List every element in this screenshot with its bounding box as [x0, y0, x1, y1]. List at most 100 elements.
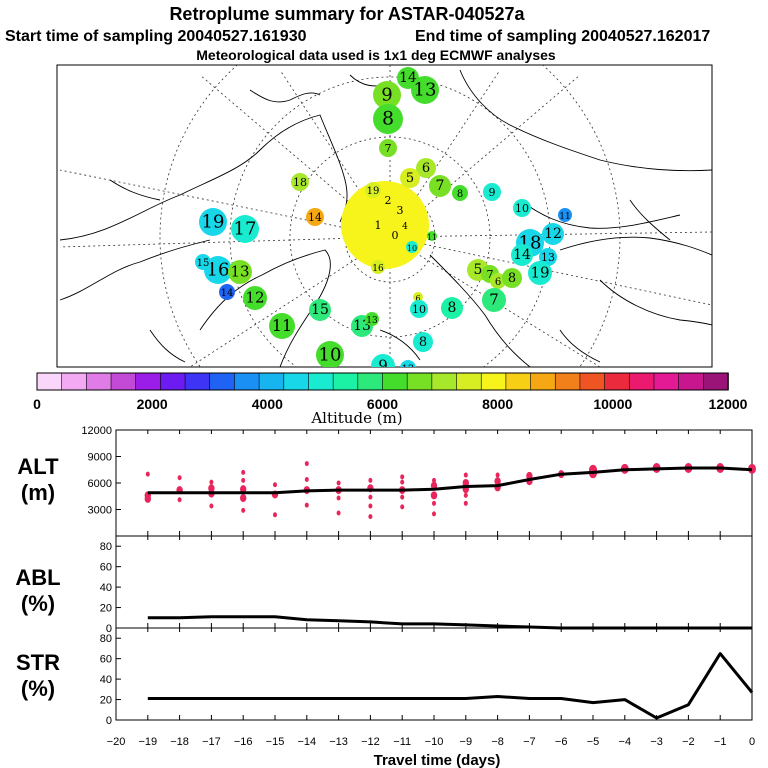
trajectory-cluster: 7: [482, 288, 506, 312]
series-line: [147, 652, 754, 720]
y-tick-label: 40: [100, 674, 112, 686]
altitude-distribution-point: [304, 476, 309, 482]
colorbar-cell: [554, 372, 581, 391]
colorbar-cell: [332, 372, 359, 391]
colorbar-cell: [110, 372, 137, 391]
cluster-label: 7: [385, 142, 392, 155]
altitude-distribution-point: [336, 495, 341, 501]
colorbar-ticks: 0 2000 4000 6000 8000 10000 12000: [33, 396, 748, 412]
y-tick-label: 80: [100, 633, 112, 645]
altitude-distribution-point: [273, 482, 277, 488]
x-tick-label: −15: [266, 736, 285, 748]
y-tick-label: 6000: [88, 478, 112, 490]
colorbar-cell: [86, 372, 112, 391]
cluster-label: 0: [392, 229, 399, 242]
x-tick-label: −7: [523, 736, 536, 748]
altitude-distribution-point: [304, 502, 309, 508]
cluster-label: 14: [308, 211, 322, 224]
x-tick-label: −2: [682, 736, 695, 748]
altitude-distribution-point: [209, 503, 214, 509]
cluster-label: 14: [399, 70, 417, 86]
cluster-label: 17: [234, 218, 257, 239]
y-tick-label: 80: [100, 541, 112, 553]
cluster-label: 8: [508, 271, 516, 286]
x-tick-label: −12: [361, 736, 380, 748]
colorbar-cell: [382, 372, 408, 391]
cluster-label: 10: [407, 244, 417, 253]
y-tick-label: 20: [100, 603, 112, 615]
colorbar-label: Altitude (m): [310, 409, 402, 427]
altitude-distribution-point: [368, 494, 373, 500]
cluster-label: 11: [272, 316, 292, 335]
altitude-distribution-point: [273, 512, 277, 518]
x-tick-label: −13: [329, 736, 348, 748]
cluster-label: 14: [221, 288, 234, 299]
x-tick-label: −16: [234, 736, 253, 748]
colorbar-cell: [135, 372, 162, 391]
colorbar-cell: [456, 372, 483, 391]
y-tick-label: 3000: [88, 505, 112, 517]
colorbar-tick-label: 8000: [482, 396, 513, 412]
trajectory-cluster: 9: [371, 354, 395, 367]
colorbar-tick-label: 2000: [137, 396, 168, 412]
altitude-distribution-point: [432, 500, 436, 506]
trajectory-cluster: 8: [373, 104, 403, 134]
trajectory-cluster: 8: [502, 268, 522, 288]
x-tick-label: −9: [460, 736, 473, 748]
altitude-distribution-point: [240, 485, 247, 494]
colorbar-cell: [628, 372, 655, 391]
x-tick-label: −3: [650, 736, 663, 748]
cluster-label: 9: [489, 186, 496, 199]
alt-panel: ALT(m) 3000 6000 9000 12000: [17, 425, 756, 537]
x-tick-label: −19: [138, 736, 157, 748]
colorbar-cell: [283, 372, 310, 391]
cluster-label: 6: [415, 294, 420, 303]
trajectory-cluster: 7: [429, 175, 451, 197]
trajectory-cluster: 16: [371, 260, 385, 274]
trajectory-cluster: 10: [410, 300, 428, 318]
cluster-label: 8: [457, 189, 463, 200]
altitude-distribution-point: [336, 480, 341, 486]
cluster-label: 3: [397, 204, 404, 217]
altitude-distribution-point: [463, 492, 468, 498]
y-tick-label: 0: [106, 623, 112, 635]
cluster-label: 11: [427, 233, 437, 242]
cluster-label: 4: [402, 222, 408, 232]
panel-frame: [115, 535, 753, 629]
cluster-label: 12: [245, 289, 264, 307]
cluster-label: 13: [366, 316, 378, 326]
cluster-label: 5: [406, 171, 414, 186]
cluster-label: 6: [422, 161, 430, 176]
cluster-label: 1: [375, 219, 382, 232]
trajectory-cluster: 0: [386, 226, 404, 244]
cluster-label: 15: [311, 302, 329, 318]
altitude-distribution-point: [368, 514, 373, 520]
met-data-note: Meteorological data used is 1x1 deg ECMW…: [196, 47, 556, 63]
altitude-distribution-point: [400, 474, 405, 480]
trajectory-cluster: 6: [490, 273, 506, 289]
y-tick-label: 9000: [88, 452, 112, 464]
trajectory-cluster: 2: [379, 191, 397, 209]
cluster-label: 7: [489, 291, 499, 309]
colorbar-cell: [308, 372, 334, 391]
colorbar-cell: [184, 372, 211, 391]
trajectory-cluster: 1: [369, 216, 387, 234]
y-tick-label: 20: [100, 695, 112, 707]
trajectory-cluster: 14: [219, 284, 235, 300]
altitude-distribution-point: [463, 500, 468, 506]
cluster-label: 16: [207, 259, 230, 280]
trajectory-cluster: 5: [400, 168, 420, 188]
altitude-distribution-point: [400, 494, 405, 500]
colorbar-cell: [357, 372, 384, 391]
trajectory-cluster: 9: [483, 183, 501, 201]
sampling-start: Start time of sampling 20040527.161930: [5, 28, 307, 45]
cluster-label: 9: [381, 84, 392, 105]
altitude-distribution-point: [494, 477, 501, 486]
trajectory-cluster: 8: [441, 297, 463, 319]
cluster-label: 5: [474, 262, 483, 278]
colorbar-cell: [209, 372, 236, 391]
x-tick-label: −1: [714, 736, 727, 748]
